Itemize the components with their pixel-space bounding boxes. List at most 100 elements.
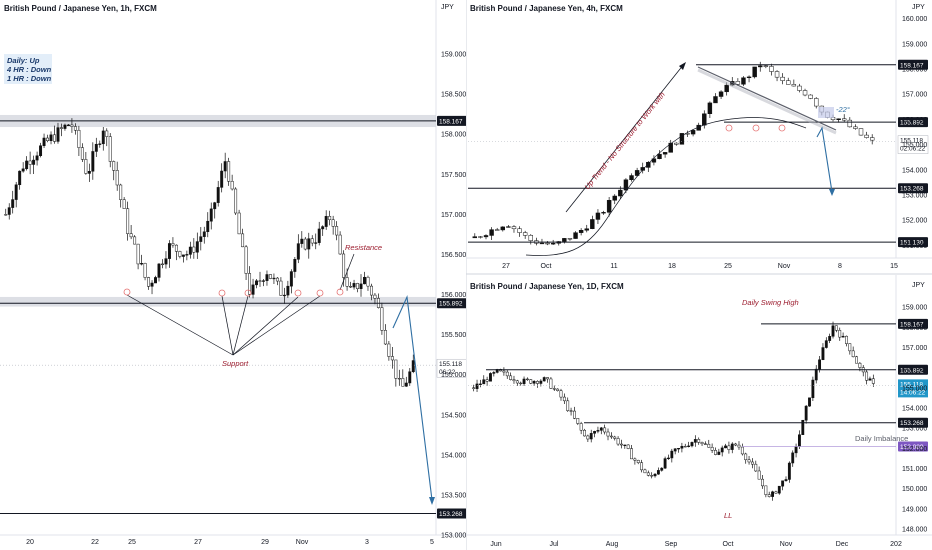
candle [714,450,717,455]
candle [32,159,36,165]
candle [656,470,660,475]
current-price-text: 155.118 [900,138,923,145]
y-tick-label: 153.000 [902,193,927,200]
candle [549,378,553,389]
candle [77,129,81,148]
candle [868,378,872,381]
candle [620,443,623,446]
y-tick-label: 156.000 [902,117,927,124]
candle [101,130,105,145]
candle [808,397,811,407]
candle [18,170,22,186]
candle [657,153,662,160]
chart-title: British Pound / Japanese Yen, 4h, FXCM [470,4,623,13]
chart-4h[interactable]: British Pound / Japanese Yen, 4h, FXCM J… [466,0,932,275]
candle [707,102,713,114]
candle [60,127,63,129]
candle [752,66,757,78]
candle [668,142,673,153]
level-tag [898,318,928,329]
current-price-tag [436,358,466,378]
y-tick-label: 159.000 [441,52,466,59]
y-tick-label: 159.000 [902,41,927,48]
candle [522,232,528,236]
y-tick-label: 153.000 [441,533,466,540]
candle [282,294,286,297]
candle [279,280,283,296]
candle [512,379,516,382]
candle [539,380,543,384]
imbalance-label: Daily Imbalance [855,434,908,443]
candle [569,410,573,412]
candle [559,390,563,398]
candle [310,238,314,244]
candle [39,145,43,156]
candle [545,242,550,245]
candle [634,170,640,176]
candle [482,379,486,385]
x-tick-label: 5 [430,539,434,546]
candle [483,235,489,238]
candle [373,294,377,299]
candle [509,375,513,380]
level-tag-text: 153.268 [439,511,463,518]
y-tick-label: 154.000 [441,452,466,459]
candle [150,282,154,287]
candle [289,271,293,287]
y-tick-label: 150.000 [902,486,927,493]
x-tick-label: 3 [365,539,369,546]
candle [599,427,603,431]
candle [366,276,370,287]
y-tick-label: 149.000 [902,506,927,513]
x-tick-label: Nov [296,539,309,546]
candle [667,457,670,460]
candle [814,368,818,381]
candle [133,236,137,245]
level-tag-text: 155.892 [439,301,463,308]
candle [774,71,780,78]
level-tag [898,417,928,428]
candle [84,159,88,174]
candle [209,208,213,222]
candle [112,161,116,171]
candle [791,452,795,464]
x-tick-label: 29 [261,539,269,546]
candle [241,233,245,248]
chart-1h[interactable]: British Pound / Japanese Yen, 1h, FXCM J… [0,0,466,550]
y-tick-label: 153.500 [441,492,466,499]
candle [831,325,835,337]
candle [53,134,56,142]
candle [734,443,738,446]
candle [46,137,50,141]
candle [767,494,771,497]
candle [73,126,77,131]
candle [794,446,798,454]
candle [680,445,684,449]
candle [601,212,606,214]
candle [188,246,192,255]
candle [818,359,822,370]
candle [869,137,875,141]
candle [740,446,744,455]
candle [566,400,570,411]
candle [858,362,862,368]
level-tag [437,508,466,519]
x-tick-label: 25 [724,263,732,270]
candle [687,445,691,447]
current-price-tag [897,135,929,154]
x-tick-label: 20 [26,539,34,546]
candle [787,462,791,480]
candle [532,381,536,384]
candle [171,243,175,246]
candle [237,212,241,235]
chart-1d[interactable]: British Pound / Japanese Yen, 1D, FXCM J… [466,275,932,550]
candle [623,444,627,446]
candle [550,243,556,245]
candle [717,451,721,455]
candle [494,229,500,231]
candle [115,170,119,186]
y-tick-label: 154.500 [441,412,466,419]
x-tick-label: Nov [780,541,793,548]
y-tick-label: 151.000 [902,466,927,473]
currency-label: JPY [441,4,454,11]
